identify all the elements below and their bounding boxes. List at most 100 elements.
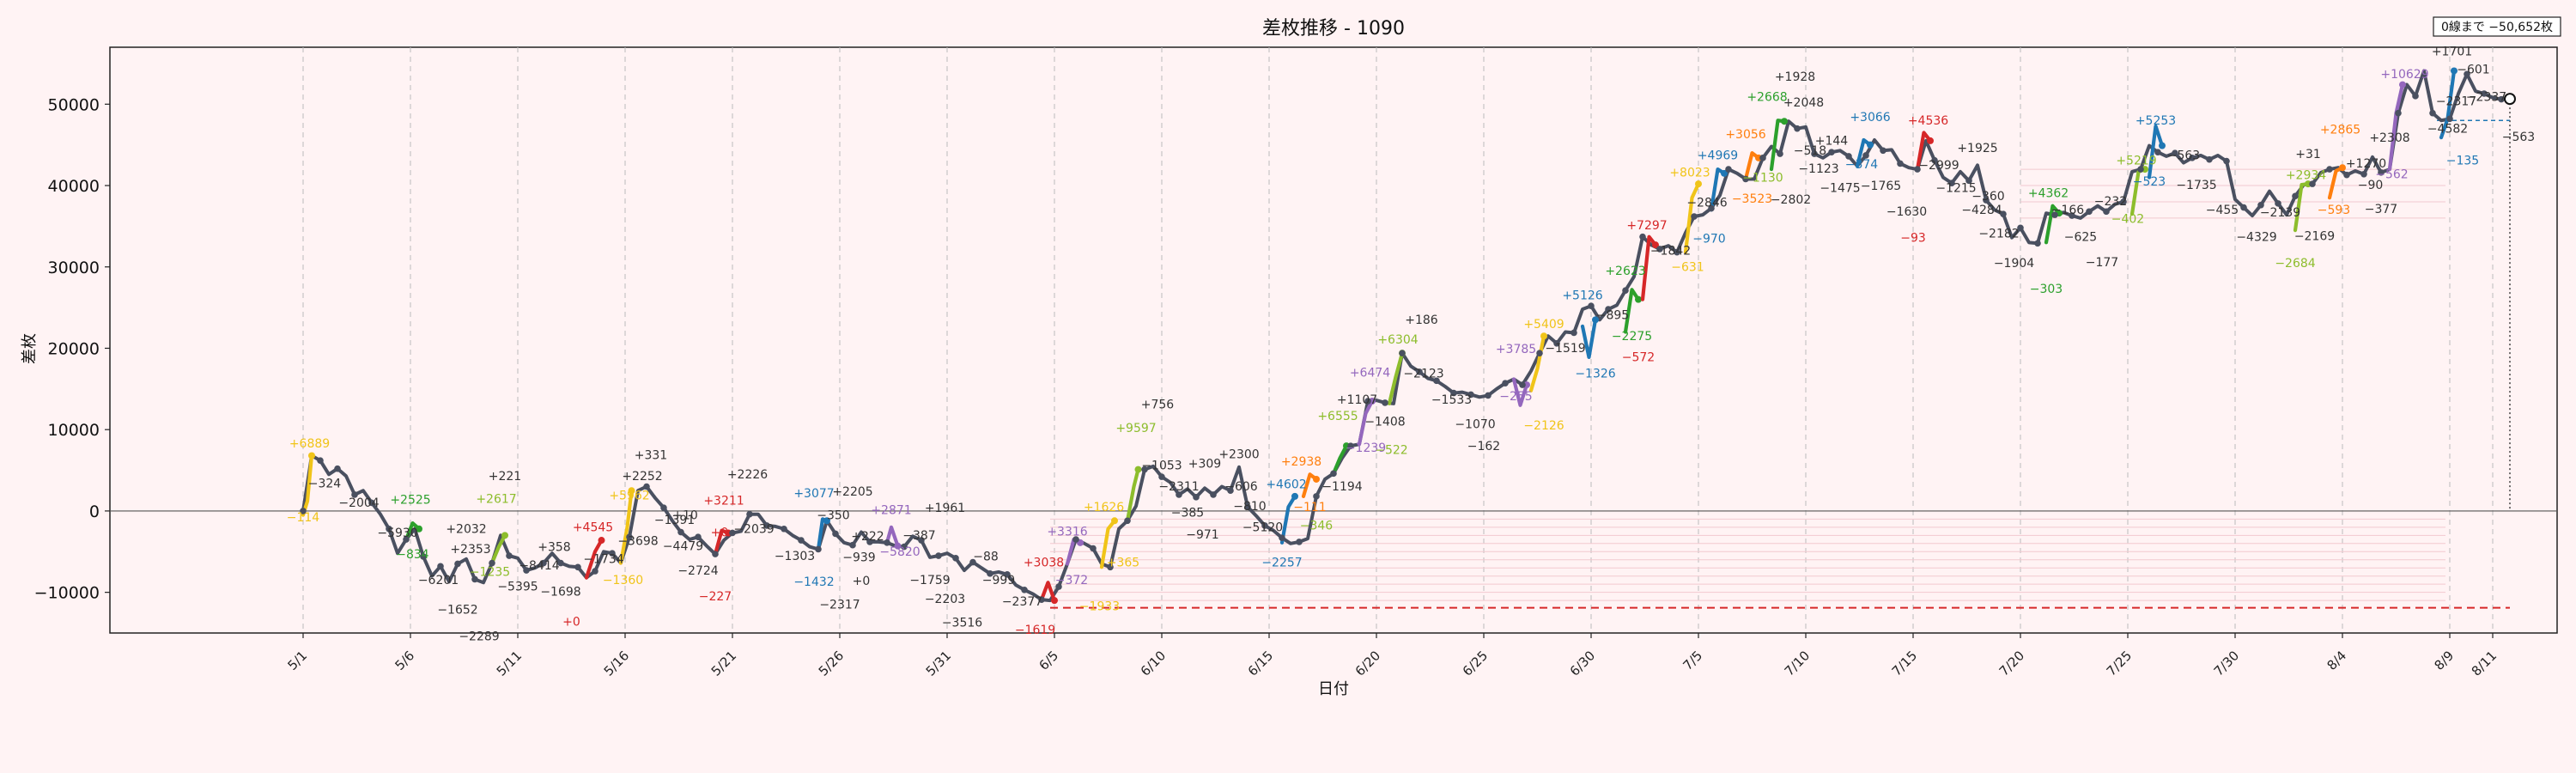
data-point: [1021, 586, 1028, 593]
highlight-point: [1291, 492, 1298, 500]
data-point: [2034, 240, 2041, 247]
chart-title: 差枚推移 - 1090: [1262, 18, 1405, 40]
highlight-segment: [884, 525, 900, 548]
point-annotation: −232: [2094, 195, 2127, 209]
data-point: [2154, 149, 2161, 155]
point-annotation: +2525: [390, 493, 430, 507]
data-point: [1828, 149, 1835, 155]
point-annotation: −387: [902, 529, 935, 543]
data-point: [1759, 155, 1766, 161]
data-point: [1965, 177, 1972, 185]
data-point: [1467, 391, 1474, 399]
data-point: [1931, 156, 1938, 164]
data-point: [1553, 339, 1560, 347]
data-point: [781, 525, 787, 533]
data-point: [2481, 90, 2488, 97]
data-point: [2498, 95, 2505, 103]
point-annotation: −114: [287, 511, 320, 525]
point-annotation: −1326: [1575, 368, 1615, 381]
point-annotation: −8414: [519, 559, 559, 573]
point-annotation: +10629: [2380, 68, 2428, 82]
highlight-point: [1721, 169, 1728, 177]
point-annotation: −255: [1499, 390, 1532, 404]
point-annotation: −2846: [1686, 197, 1727, 210]
point-annotation: +5409: [1523, 318, 1564, 332]
data-point: [2360, 170, 2367, 178]
point-annotation: +2617: [476, 492, 516, 506]
data-point: [574, 563, 581, 571]
point-annotation: −563: [2502, 131, 2535, 144]
point-annotation: −606: [1224, 480, 1258, 494]
highlight-point: [2339, 164, 2346, 172]
point-annotation: −1391: [654, 514, 695, 527]
point-annotation: −6201: [418, 574, 459, 587]
data-point: [1176, 491, 1182, 498]
data-point: [798, 537, 805, 544]
data-point: [2343, 171, 2350, 179]
point-annotation: −895: [1596, 308, 1629, 322]
point-annotation: −166: [2051, 204, 2085, 217]
data-point: [1777, 150, 1783, 157]
data-point: [677, 528, 684, 536]
point-annotation: +222: [851, 530, 884, 544]
point-annotation: +5126: [1562, 289, 1602, 303]
data-point: [1399, 350, 1406, 356]
grid-layer: [110, 47, 2557, 633]
point-annotation: −3516: [942, 616, 982, 630]
point-annotation: +6304: [1377, 333, 1418, 347]
point-annotation: −1698: [540, 585, 580, 599]
data-point: [712, 551, 719, 557]
highlight-segment: [1528, 334, 1546, 393]
point-annotation: +2871: [871, 504, 911, 518]
data-point: [1244, 503, 1251, 510]
point-annotation: −2684: [2275, 257, 2315, 271]
point-annotation: −2802: [1771, 193, 1811, 207]
point-annotation: −4479: [663, 539, 703, 553]
data-point: [2257, 201, 2264, 209]
point-annotation: −162: [1467, 440, 1500, 453]
data-point: [1794, 125, 1801, 132]
data-point: [2172, 149, 2178, 156]
point-annotation: +1270: [2346, 157, 2386, 171]
y-tick-label: 50000: [48, 95, 100, 114]
data-point: [2017, 224, 2024, 232]
point-annotation: +358: [538, 540, 570, 554]
data-point: [489, 559, 495, 567]
highlight-point: [2451, 67, 2458, 75]
point-annotation: −2317: [2436, 94, 2476, 108]
data-point: [884, 539, 890, 546]
point-annotation: +4545: [573, 521, 613, 535]
point-annotation: −2182: [1978, 228, 2019, 241]
data-point: [2309, 180, 2316, 187]
point-annotation: −1239: [1346, 441, 1386, 455]
point-annotation: −2203: [925, 593, 965, 606]
point-annotation: −1619: [1015, 624, 1055, 637]
data-point: [2223, 157, 2230, 165]
point-annotation: −2377: [1002, 595, 1042, 609]
data-point: [437, 563, 444, 570]
point-annotation: −455: [2206, 204, 2239, 217]
point-annotation: +4969: [1698, 149, 1738, 163]
data-point: [1450, 389, 1457, 397]
point-annotation: +5253: [2136, 114, 2176, 128]
point-annotation: −5820: [879, 545, 920, 559]
line-layer: [301, 69, 2512, 603]
data-point: [952, 555, 959, 562]
highlight-point: [1652, 241, 1659, 249]
data-point: [1845, 153, 1852, 160]
point-annotation: −1070: [1455, 417, 1495, 431]
data-point: [2069, 212, 2075, 219]
point-annotation: +1626: [1084, 501, 1124, 514]
data-point: [969, 558, 976, 566]
data-point: [1416, 368, 1423, 375]
point-annotation: +5962: [609, 490, 649, 503]
point-annotation: −625: [2064, 230, 2097, 244]
data-point: [1330, 470, 1337, 478]
point-annotation: −1842: [1650, 245, 1691, 259]
data-point: [2395, 109, 2402, 117]
data-point: [1605, 306, 1612, 313]
data-point: [987, 570, 993, 577]
point-annotation: −601: [2457, 63, 2489, 76]
annotation-layer: +6889 −324 −2004 −114 +2525 −5930 −834 −6201 −16…: [287, 21, 2535, 643]
point-annotation: −177: [2086, 256, 2118, 270]
